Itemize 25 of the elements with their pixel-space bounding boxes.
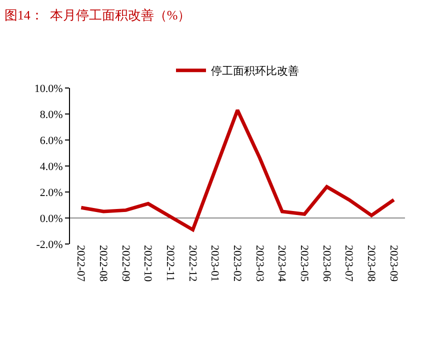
x-tick-label: 2023-01 <box>208 245 221 282</box>
x-tick-label: 2023-06 <box>320 245 332 282</box>
x-tick-label: 2023-04 <box>276 245 288 282</box>
chart-title: 图14： 本月停工面积改善（%） <box>4 7 191 22</box>
x-tick-label: 2023-08 <box>364 245 377 282</box>
x-tick-label: 2023-02 <box>230 245 243 282</box>
x-tick-label: 2023-03 <box>253 245 266 282</box>
x-tick-label: 2023-09 <box>387 245 400 282</box>
x-tick-label: 2022-09 <box>119 245 132 282</box>
y-tick-label: 2.0% <box>40 186 63 199</box>
x-tick-label: 2023-05 <box>298 245 310 282</box>
x-tick-label: 2022-08 <box>96 245 109 282</box>
legend-label: 停工面积环比改善 <box>211 64 299 78</box>
y-tick-label: 6.0% <box>40 134 63 147</box>
y-tick-label: 10.0% <box>34 82 63 95</box>
y-tick-label: -2.0% <box>36 238 63 251</box>
y-tick-label: 0.0% <box>40 212 63 225</box>
x-tick-label: 2022-07 <box>74 245 87 282</box>
y-tick-label: 4.0% <box>40 160 63 173</box>
x-tick-label: 2022-11 <box>164 245 176 282</box>
x-tick-label: 2022-12 <box>186 245 198 282</box>
x-tick-label: 2023-07 <box>342 245 355 282</box>
y-tick-label: 8.0% <box>40 108 63 121</box>
line-series <box>79 108 396 232</box>
x-tick-label: 2022-10 <box>142 245 154 282</box>
